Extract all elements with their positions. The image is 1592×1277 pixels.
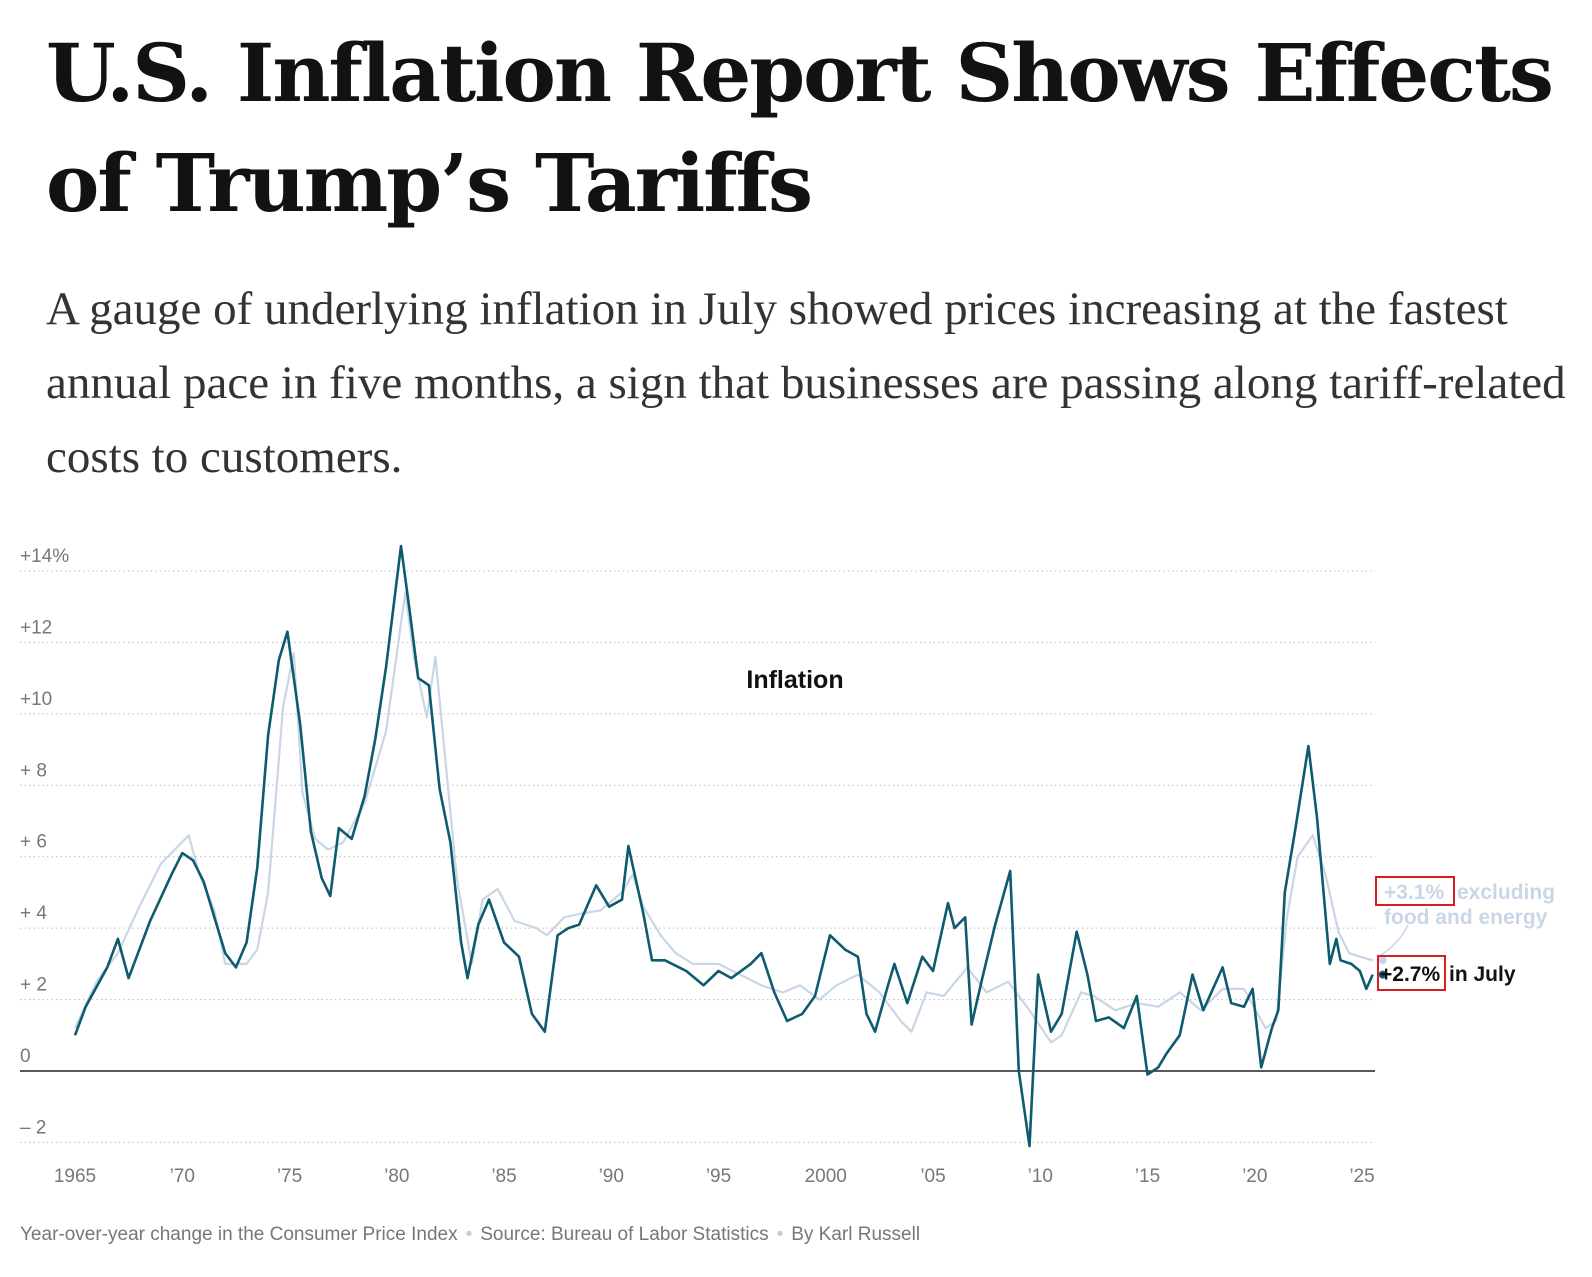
separator-dot: • bbox=[465, 1224, 473, 1245]
summary-dek: A gauge of underlying inflation in July … bbox=[46, 283, 1566, 483]
chart-footer: Year-over-year change in the Consumer Pr… bbox=[20, 1224, 920, 1246]
headline-inflation-line bbox=[73, 544, 1374, 1148]
headline-label-text: in July bbox=[1449, 963, 1516, 986]
x-tick-label: ’70 bbox=[170, 1166, 195, 1187]
x-tick-label: ’80 bbox=[384, 1166, 409, 1187]
x-tick-label: ’85 bbox=[491, 1166, 516, 1187]
x-tick-label: 1965 bbox=[54, 1166, 96, 1187]
core-annotation-leader bbox=[1377, 924, 1409, 958]
y-tick-label: +12 bbox=[20, 617, 52, 638]
core-value-highlight-box bbox=[1375, 876, 1455, 906]
y-tick-label: +14% bbox=[20, 546, 69, 567]
x-tick-label: ’20 bbox=[1242, 1166, 1267, 1187]
headline: U.S. Inflation Report Shows Effects of T… bbox=[46, 26, 1554, 230]
y-axis-ticks: +14% +12 +10 + 8 + 6 + 4 + 2 0 – 2 bbox=[20, 546, 69, 1138]
y-tick-label: – 2 bbox=[20, 1117, 46, 1138]
gridlines bbox=[20, 570, 1375, 1143]
x-tick-label: ’15 bbox=[1135, 1166, 1160, 1187]
y-tick-label: + 4 bbox=[20, 903, 47, 924]
separator-dot: • bbox=[776, 1224, 784, 1245]
x-tick-label: 2000 bbox=[805, 1166, 847, 1187]
x-tick-label: ’05 bbox=[920, 1166, 945, 1187]
headline-value-highlight-box bbox=[1377, 955, 1446, 991]
core-inflation-line bbox=[74, 591, 1373, 1044]
y-tick-label: + 2 bbox=[20, 975, 47, 996]
chart-title: Inflation bbox=[746, 666, 843, 694]
core-label-text-2: food and energy bbox=[1384, 906, 1548, 929]
core-latest-point-marker bbox=[1378, 956, 1387, 965]
chart-description: Year-over-year change in the Consumer Pr… bbox=[20, 1224, 458, 1245]
headline-label-value: +2.7% bbox=[1380, 963, 1440, 986]
headline-latest-point-marker bbox=[1378, 970, 1387, 979]
source-credit: Source: Bureau of Labor Statistics bbox=[480, 1224, 769, 1245]
y-tick-label: +10 bbox=[20, 689, 52, 710]
x-axis-ticks: 1965 ’70 ’75 ’80 ’85 ’90 ’95 2000 ’05 ’10 ’15 ’20 ’2… bbox=[54, 1166, 1375, 1187]
x-tick-label: ’75 bbox=[277, 1166, 302, 1187]
x-tick-label: ’90 bbox=[599, 1166, 624, 1187]
byline: By Karl Russell bbox=[791, 1224, 921, 1245]
y-tick-label: 0 bbox=[20, 1046, 31, 1067]
x-tick-label: ’25 bbox=[1349, 1166, 1374, 1187]
core-label-value: +3.1% bbox=[1384, 881, 1444, 904]
y-tick-label: + 6 bbox=[20, 832, 47, 853]
core-label-text: excluding bbox=[1457, 881, 1555, 904]
x-tick-label: ’95 bbox=[706, 1166, 731, 1187]
y-tick-label: + 8 bbox=[20, 760, 47, 781]
x-tick-label: ’10 bbox=[1028, 1166, 1053, 1187]
